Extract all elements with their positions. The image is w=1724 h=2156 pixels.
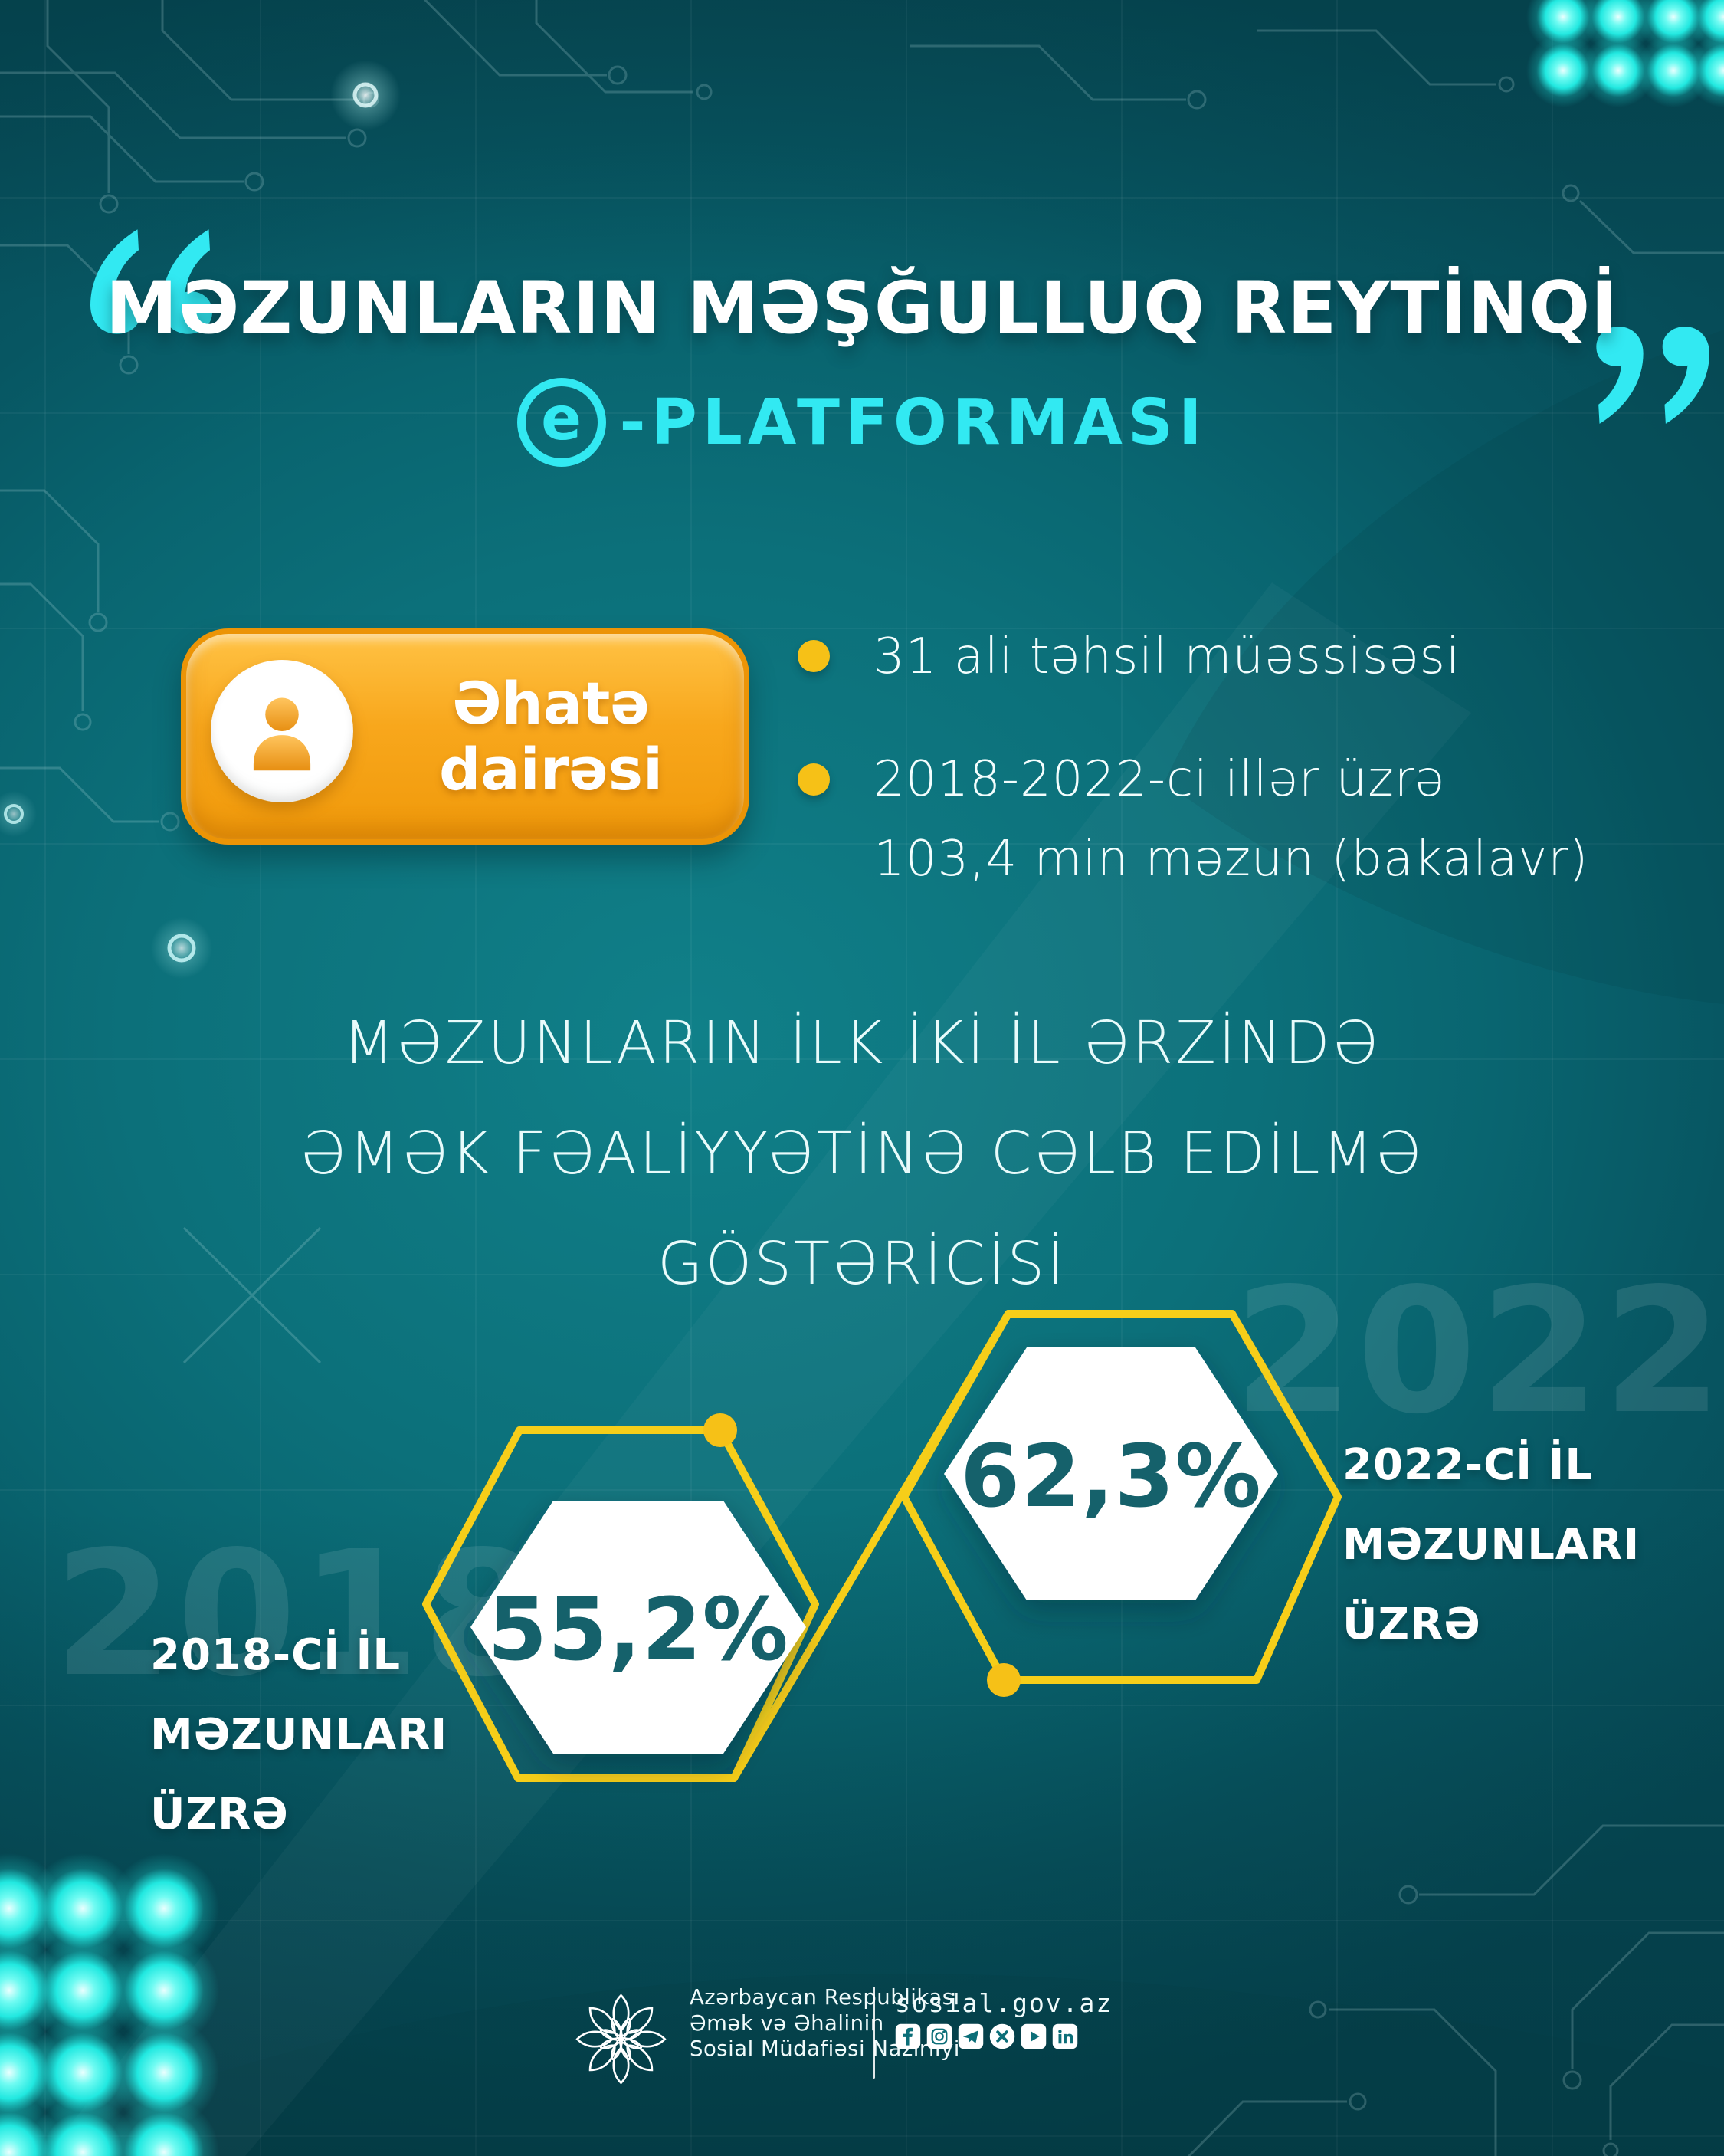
- coverage-button-line1: Əhatə: [452, 669, 650, 738]
- stat-value-2022: 62,3%: [960, 1427, 1262, 1527]
- bullet-item-2-line2: 103,4 min məzun (bakalavr): [873, 831, 1589, 888]
- stat-value-2018: 55,2%: [487, 1580, 789, 1680]
- telegram-icon[interactable]: [958, 2023, 984, 2049]
- instagram-icon[interactable]: [926, 2023, 952, 2049]
- hexagon-outline-2022: [900, 1310, 1342, 1684]
- glow-dot-grid-top-right: [1526, 0, 1724, 107]
- glow-nodes: [0, 60, 401, 979]
- subtitle-text: -PLATFORMASI: [619, 386, 1208, 459]
- stat-label-2018-line3: ÜZRƏ: [150, 1790, 289, 1839]
- e-letter: e: [541, 385, 582, 454]
- node-dot-2018: [703, 1413, 737, 1447]
- bullet-dot: [798, 640, 830, 672]
- glow-dot-grid-bottom-left: [0, 1853, 219, 2156]
- section-heading-line2: ƏMƏK FƏALİYYƏTİNƏ CƏLB EDİLMƏ: [300, 1120, 1424, 1188]
- watermark-2022: 2022: [1234, 1252, 1724, 1452]
- coverage-button-line2: dairəsi: [438, 735, 664, 803]
- subtitle: e -PLATFORMASI: [0, 372, 1724, 472]
- person-icon-circle: [211, 660, 353, 802]
- bullet-item-2-line1: 2018-2022-ci illər üzrə: [873, 751, 1446, 808]
- quote-close-icon: [1596, 327, 1709, 424]
- stat-label-2018-line1: 2018-Cİ İL: [150, 1630, 402, 1680]
- stat-label-2022: 2022-Cİ İL MƏZUNLARI ÜZRƏ: [1342, 1426, 1640, 1665]
- ministry-line2: Əmək və Əhalinin: [690, 2010, 884, 2036]
- ministry-name: Azərbaycan Respublikası Əmək və Əhalinin…: [690, 1985, 960, 2062]
- hexagon-2018: [470, 1501, 806, 1754]
- footer-divider: [873, 1987, 875, 2079]
- quote-open-icon: [90, 229, 212, 334]
- coverage-button-label: Əhatə dairəsi: [378, 634, 724, 839]
- swoosh-shapes: [0, 330, 1724, 2156]
- website-link[interactable]: sosial.gov.az: [895, 1988, 1113, 2018]
- facebook-icon[interactable]: [895, 2023, 921, 2049]
- bullet-dot: [798, 763, 830, 796]
- person-icon: [253, 697, 311, 771]
- stat-label-2022-line3: ÜZRƏ: [1342, 1600, 1481, 1649]
- stat-label-2018-line2: MƏZUNLARI: [150, 1710, 448, 1760]
- e-platform-icon: e: [516, 378, 606, 467]
- footer: Azərbaycan Respublikası Əmək və Əhalinin…: [0, 1977, 1724, 2131]
- youtube-icon[interactable]: [1021, 2023, 1047, 2049]
- ministry-emblem-icon: [576, 1994, 666, 2084]
- node-dot-2022: [987, 1663, 1021, 1697]
- page-title: MƏZUNLARIN MƏŞĞULLUQ REYTİNQİ: [105, 267, 1619, 350]
- section-heading-line3: GÖSTƏRİCİSİ: [657, 1230, 1067, 1298]
- ministry-line1: Azərbaycan Respublikası: [690, 1985, 960, 2010]
- hexagon-2022: [944, 1347, 1278, 1600]
- social-icons: [895, 2023, 1078, 2049]
- coverage-scope-button[interactable]: Əhatə dairəsi: [181, 628, 749, 845]
- stat-label-2022-line1: 2022-Cİ İL: [1342, 1440, 1594, 1490]
- linkedin-icon[interactable]: [1052, 2023, 1078, 2049]
- bullet-item-1: 31 ali təhsil müəssisəsi: [873, 628, 1460, 685]
- section-heading-line1: MƏZUNLARIN İLK İKİ İL ƏRZİNDƏ: [343, 1009, 1381, 1078]
- x-icon[interactable]: [989, 2023, 1015, 2049]
- stat-label-2022-line2: MƏZUNLARI: [1342, 1520, 1640, 1570]
- section-heading: MƏZUNLARIN İLK İKİ İL ƏRZİNDƏ ƏMƏK FƏALİ…: [0, 989, 1724, 1320]
- stat-label-2018: 2018-Cİ İL MƏZUNLARI ÜZRƏ: [150, 1616, 447, 1855]
